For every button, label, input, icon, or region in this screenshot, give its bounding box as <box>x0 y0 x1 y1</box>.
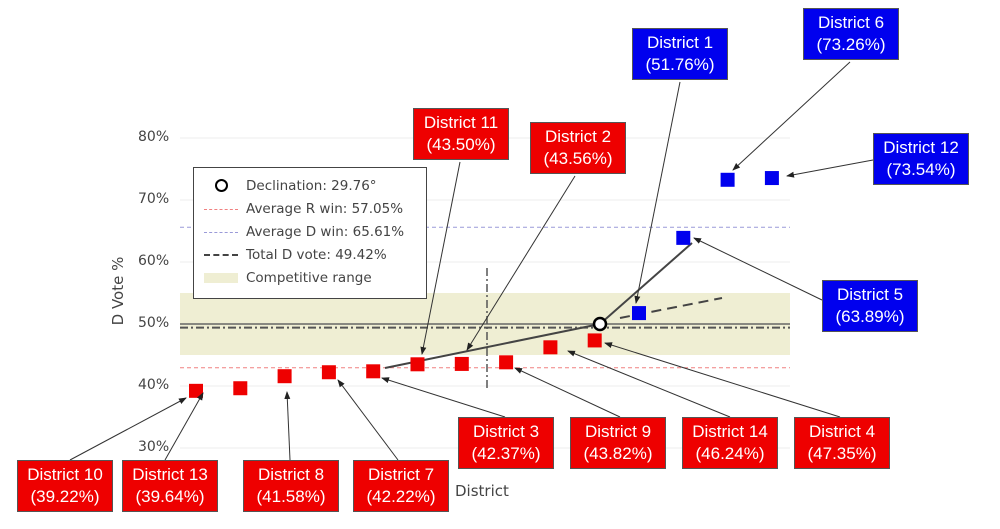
legend-text: Declination: 29.76° <box>246 178 377 194</box>
d-declination-line <box>599 242 693 325</box>
district-label: District 1 (51.76%) <box>632 28 728 80</box>
district-value: (39.22%) <box>30 487 100 506</box>
district-value: (73.26%) <box>816 35 886 54</box>
leader-arrow <box>381 377 506 418</box>
district-name: District 7 <box>367 465 435 484</box>
leader-arrow <box>634 81 681 304</box>
x-axis-label: District <box>455 482 509 500</box>
district-value: (39.64%) <box>135 487 205 506</box>
leader-arrow <box>514 367 621 418</box>
district-value: (43.56%) <box>543 149 613 168</box>
data-point <box>321 365 336 380</box>
district-value: (42.37%) <box>471 444 541 463</box>
data-point <box>366 364 381 379</box>
district-name: District 4 <box>808 422 876 441</box>
district-value: (43.82%) <box>583 444 653 463</box>
district-label: District 7 (42.22%) <box>353 460 449 512</box>
legend-declination: Declination: 29.76° <box>204 176 377 196</box>
declination-point <box>592 316 608 332</box>
data-point <box>676 230 691 245</box>
leader-arrow <box>786 159 874 178</box>
district-value: (47.35%) <box>807 444 877 463</box>
district-name: District 13 <box>132 465 208 484</box>
y-tick-label: 70% <box>138 191 170 207</box>
leader-arrow <box>567 350 731 418</box>
leader-arrow <box>693 237 823 301</box>
district-value: (63.89%) <box>835 307 905 326</box>
leader-arrow <box>164 392 204 461</box>
district-label: District 12 (73.54%) <box>873 133 969 185</box>
data-point <box>587 333 602 348</box>
data-point <box>454 356 469 371</box>
y-tick-label: 30% <box>138 439 170 455</box>
district-value: (46.24%) <box>695 444 765 463</box>
leader-arrow <box>466 175 576 351</box>
data-point <box>499 355 514 370</box>
legend-text: Competitive range <box>246 270 372 286</box>
district-name: District 1 <box>646 33 714 52</box>
legend-avg-d: Average D win: 65.61% <box>204 222 404 242</box>
y-tick-label: 50% <box>138 315 170 331</box>
y-tick-label: 60% <box>138 253 170 269</box>
district-label: District 14 (46.24%) <box>682 417 778 469</box>
district-label: District 6 (73.26%) <box>803 8 899 60</box>
leader-arrow <box>69 397 187 461</box>
data-point <box>277 369 292 384</box>
data-point <box>233 381 248 396</box>
leader-arrow <box>604 342 841 418</box>
district-label: District 9 (43.82%) <box>570 417 666 469</box>
district-name: District 3 <box>472 422 540 441</box>
district-label: District 10 (39.22%) <box>17 460 113 512</box>
district-value: (51.76%) <box>645 55 715 74</box>
legend-text: Average D win: 65.61% <box>246 224 405 240</box>
leader-arrow <box>420 161 461 355</box>
district-name: District 10 <box>27 465 103 484</box>
data-point <box>410 357 425 372</box>
district-name: District 11 <box>423 113 499 132</box>
y-tick-label: 80% <box>138 129 170 145</box>
district-name: District 14 <box>692 422 768 441</box>
leader-arrow <box>732 61 851 171</box>
legend-avg-r: Average R win: 57.05% <box>204 199 403 219</box>
district-value: (43.50%) <box>426 135 496 154</box>
district-label: District 3 (42.37%) <box>458 417 554 469</box>
district-name: District 12 <box>883 138 959 157</box>
district-name: District 6 <box>817 13 885 32</box>
district-name: District 5 <box>836 285 904 304</box>
y-axis-label: D Vote % <box>109 256 127 326</box>
data-point <box>764 171 779 186</box>
district-label: District 2 (43.56%) <box>530 122 626 174</box>
district-value: (73.54%) <box>886 160 956 179</box>
legend-text: Average R win: 57.05% <box>246 201 404 217</box>
leader-arrow <box>284 391 291 461</box>
district-label: District 8 (41.58%) <box>243 460 339 512</box>
district-label: District 13 (39.64%) <box>122 460 218 512</box>
district-label: District 4 (47.35%) <box>794 417 890 469</box>
district-label: District 11 (43.50%) <box>413 108 509 160</box>
district-label: District 5 (63.89%) <box>822 280 918 332</box>
legend-total-d: Total D vote: 49.42% <box>204 245 387 265</box>
district-name: District 8 <box>257 465 325 484</box>
district-value: (41.58%) <box>256 487 326 506</box>
data-point <box>543 340 558 355</box>
legend-text: Total D vote: 49.42% <box>246 247 387 263</box>
legend-competitive: Competitive range <box>204 268 372 288</box>
district-name: District 2 <box>544 127 612 146</box>
data-point <box>632 306 646 321</box>
legend: Declination: 29.76° Average R win: 57.05… <box>193 167 427 299</box>
district-name: District 9 <box>584 422 652 441</box>
data-point <box>720 172 735 187</box>
y-tick-label: 40% <box>138 377 170 393</box>
district-value: (42.22%) <box>366 487 436 506</box>
leader-arrow <box>337 379 399 461</box>
